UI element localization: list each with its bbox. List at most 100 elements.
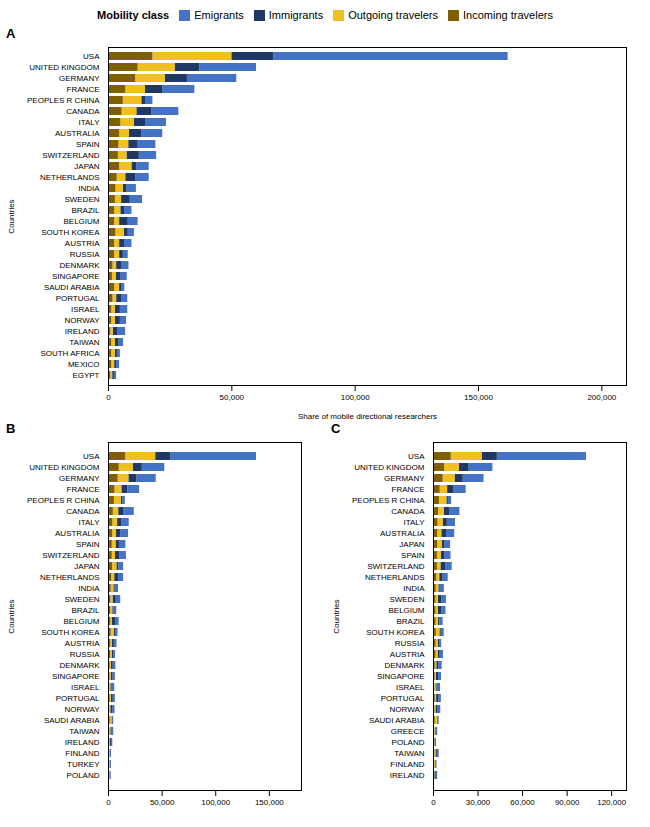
svg-text:200,000: 200,000 <box>587 393 616 402</box>
svg-text:IRELAND: IRELAND <box>390 771 425 780</box>
svg-text:UNITED KINGDOM: UNITED KINGDOM <box>29 63 100 72</box>
svg-text:FRANCE: FRANCE <box>392 485 425 494</box>
svg-text:120,000: 120,000 <box>597 798 626 807</box>
svg-text:100,000: 100,000 <box>201 798 230 807</box>
svg-text:GERMANY: GERMANY <box>59 474 100 483</box>
svg-text:MEXICO: MEXICO <box>68 360 100 369</box>
svg-text:150,000: 150,000 <box>255 798 284 807</box>
svg-text:CANADA: CANADA <box>66 507 100 516</box>
svg-text:ITALY: ITALY <box>78 118 100 127</box>
svg-text:BRAZIL: BRAZIL <box>396 617 425 626</box>
svg-text:50,000: 50,000 <box>150 798 175 807</box>
svg-text:NETHERLANDS: NETHERLANDS <box>40 573 100 582</box>
svg-text:Share of mobile directional re: Share of mobile directional researchers <box>298 412 437 421</box>
svg-text:SAUDI ARABIA: SAUDI ARABIA <box>44 283 100 292</box>
svg-text:POLAND: POLAND <box>392 738 425 747</box>
svg-text:ISRAEL: ISRAEL <box>71 305 100 314</box>
svg-text:USA: USA <box>83 52 100 61</box>
svg-text:BELGIUM: BELGIUM <box>63 217 99 226</box>
svg-text:GREECE: GREECE <box>391 727 425 736</box>
svg-text:INDIA: INDIA <box>78 184 100 193</box>
svg-text:GERMANY: GERMANY <box>59 74 100 83</box>
svg-text:POLAND: POLAND <box>67 771 100 780</box>
svg-text:USA: USA <box>408 452 425 461</box>
svg-text:RUSSIA: RUSSIA <box>70 250 100 259</box>
svg-text:NORWAY: NORWAY <box>390 705 426 714</box>
svg-text:ISRAEL: ISRAEL <box>396 683 425 692</box>
svg-text:FRANCE: FRANCE <box>67 485 100 494</box>
svg-text:SOUTH AFRICA: SOUTH AFRICA <box>40 349 100 358</box>
svg-text:IRELAND: IRELAND <box>65 738 100 747</box>
svg-text:SAUDI ARABIA: SAUDI ARABIA <box>44 716 100 725</box>
svg-text:SOUTH KOREA: SOUTH KOREA <box>366 628 425 637</box>
svg-text:IRELAND: IRELAND <box>65 327 100 336</box>
svg-text:SWITZERLAND: SWITZERLAND <box>42 151 100 160</box>
svg-text:100,000: 100,000 <box>341 393 370 402</box>
svg-text:BRAZIL: BRAZIL <box>71 206 100 215</box>
svg-text:USA: USA <box>83 452 100 461</box>
svg-text:AUSTRALIA: AUSTRALIA <box>55 129 100 138</box>
svg-text:JAPAN: JAPAN <box>74 562 99 571</box>
svg-text:AUSTRIA: AUSTRIA <box>65 239 100 248</box>
svg-text:INDIA: INDIA <box>78 584 100 593</box>
svg-text:PEOPLES R CHINA: PEOPLES R CHINA <box>27 96 100 105</box>
svg-text:SINGAPORE: SINGAPORE <box>377 672 425 681</box>
svg-text:ITALY: ITALY <box>403 518 425 527</box>
svg-text:TAIWAN: TAIWAN <box>69 727 99 736</box>
svg-text:BRAZIL: BRAZIL <box>71 606 100 615</box>
svg-text:Countries: Countries <box>332 599 341 633</box>
svg-text:SOUTH KOREA: SOUTH KOREA <box>41 228 100 237</box>
svg-text:ISRAEL: ISRAEL <box>71 683 100 692</box>
svg-text:SOUTH KOREA: SOUTH KOREA <box>41 628 100 637</box>
svg-text:SINGAPORE: SINGAPORE <box>52 272 100 281</box>
svg-text:PORTUGAL: PORTUGAL <box>56 294 100 303</box>
svg-text:DENMARK: DENMARK <box>59 661 100 670</box>
svg-text:SINGAPORE: SINGAPORE <box>52 672 100 681</box>
svg-text:AUSTRIA: AUSTRIA <box>65 639 100 648</box>
svg-text:PEOPLES R CHINA: PEOPLES R CHINA <box>352 496 425 505</box>
svg-text:30,000: 30,000 <box>466 798 491 807</box>
svg-text:RUSSIA: RUSSIA <box>70 650 100 659</box>
svg-text:CANADA: CANADA <box>66 107 100 116</box>
svg-text:FINLAND: FINLAND <box>390 760 424 769</box>
svg-text:NORWAY: NORWAY <box>65 316 101 325</box>
svg-text:PORTUGAL: PORTUGAL <box>56 694 100 703</box>
svg-text:TAIWAN: TAIWAN <box>69 338 99 347</box>
svg-text:0: 0 <box>431 798 436 807</box>
svg-text:INDIA: INDIA <box>403 584 425 593</box>
svg-text:EGYPT: EGYPT <box>72 371 99 380</box>
svg-text:90,000: 90,000 <box>555 798 580 807</box>
svg-text:SWEDEN: SWEDEN <box>64 195 99 204</box>
svg-text:UNITED KINGDOM: UNITED KINGDOM <box>354 463 425 472</box>
svg-text:PEOPLES R CHINA: PEOPLES R CHINA <box>27 496 100 505</box>
svg-text:SWEDEN: SWEDEN <box>64 595 99 604</box>
svg-text:SWITZERLAND: SWITZERLAND <box>42 551 100 560</box>
svg-text:PORTUGAL: PORTUGAL <box>381 694 425 703</box>
svg-text:RUSSIA: RUSSIA <box>395 639 425 648</box>
svg-text:AUSTRIA: AUSTRIA <box>390 650 425 659</box>
svg-text:SWEDEN: SWEDEN <box>389 595 424 604</box>
svg-text:SAUDI ARABIA: SAUDI ARABIA <box>369 716 425 725</box>
svg-text:TAIWAN: TAIWAN <box>394 749 424 758</box>
svg-text:DENMARK: DENMARK <box>384 661 425 670</box>
svg-text:ITALY: ITALY <box>78 518 100 527</box>
svg-text:SPAIN: SPAIN <box>76 140 100 149</box>
svg-text:FRANCE: FRANCE <box>67 85 100 94</box>
svg-text:Countries: Countries <box>7 599 16 633</box>
svg-text:FINLAND: FINLAND <box>65 749 99 758</box>
svg-text:0: 0 <box>106 393 111 402</box>
svg-text:TURKEY: TURKEY <box>67 760 100 769</box>
svg-text:BELGIUM: BELGIUM <box>63 617 99 626</box>
svg-text:DENMARK: DENMARK <box>59 261 100 270</box>
svg-text:NORWAY: NORWAY <box>65 705 101 714</box>
svg-text:UNITED KINGDOM: UNITED KINGDOM <box>29 463 100 472</box>
svg-text:SPAIN: SPAIN <box>401 551 425 560</box>
svg-text:150,000: 150,000 <box>464 393 493 402</box>
svg-text:GERMANY: GERMANY <box>384 474 425 483</box>
svg-text:JAPAN: JAPAN <box>399 540 424 549</box>
svg-text:SWITZERLAND: SWITZERLAND <box>367 562 425 571</box>
svg-text:NETHERLANDS: NETHERLANDS <box>40 173 100 182</box>
svg-text:CANADA: CANADA <box>391 507 425 516</box>
svg-text:NETHERLANDS: NETHERLANDS <box>365 573 425 582</box>
svg-text:JAPAN: JAPAN <box>74 162 99 171</box>
